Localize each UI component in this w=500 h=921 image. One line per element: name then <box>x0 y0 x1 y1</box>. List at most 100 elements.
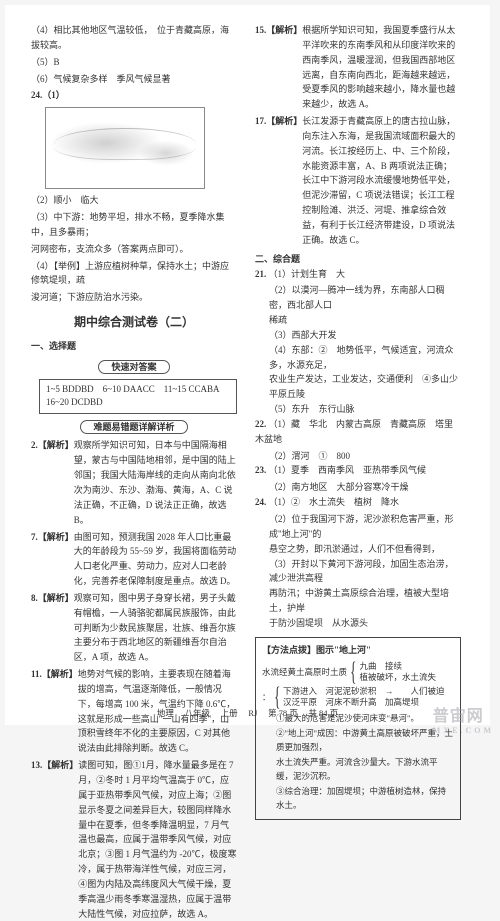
section-2-heading: 二、综合题 <box>255 252 461 267</box>
item-tag: 【解析】 <box>266 25 302 35</box>
line: （1）夏季 西南季风 亚热带季风气候 <box>269 465 427 475</box>
item-text: 读图可知，图①1月，降水量最多是在 7 月，②冬时 1 月平均气温高于 0℃，应… <box>78 758 237 921</box>
footer-version: RJ <box>248 708 257 718</box>
watermark-sub: MXE.COM <box>433 726 494 735</box>
brace-row: 水流经黄土高原时土质 { 九曲 接续 植被破坏，水土流失 <box>262 661 454 683</box>
brace-row: ： { 下游进入 河泥泥砂淤积 → 人们被迫 汉泛平原 河床不断升高 加高堤坝 <box>262 686 454 708</box>
line: （1）② 水土流失 植树 降水 <box>269 497 400 507</box>
q24: 24. （1）② 水土流失 植树 降水 <box>255 495 461 510</box>
q21: 21. （1）计划生育 大 <box>255 267 461 282</box>
brace-content: 九曲 接续 植被破坏，水土流失 <box>360 661 437 683</box>
q-number: 22. <box>255 419 266 429</box>
line: （2）渭河 ① 800 <box>255 449 461 464</box>
item-text: 观察所学知识可知，日本与中国隔海相望，蒙古与中国陆地相邻，是中国的陆上邻国；我国… <box>74 438 237 527</box>
numbered-list: ①最大的危害是泥沙使河床变"悬河"。 ②"地上河"成因：中游黄土高原被破坏严重，… <box>262 711 454 812</box>
q-number: 23. <box>255 465 266 475</box>
q23: 23. （1）夏季 西南季风 亚热带季风气候 <box>255 463 461 478</box>
item-number: 15. <box>255 25 266 35</box>
footer-page-b: 共 84 页 <box>308 708 338 718</box>
highlight-title: 【方法点拨】图示"地上河" <box>262 643 454 658</box>
line: （5）东升 东行山脉 <box>255 402 461 417</box>
line: 九曲 接续 <box>360 661 403 671</box>
line: 悬空之势，即汛淤通过，人们不但看得到， <box>255 542 461 557</box>
watermark-text: 普宙网 <box>433 708 484 725</box>
line: 植被破坏，水土流失 <box>360 672 437 682</box>
line: 农业生产发达，工业发达，交通便利 ④多山少平原丘陵 <box>255 372 461 402</box>
quick-answers-title: 快速对答案 <box>31 360 237 375</box>
line: 汉泛平原 河床不断升高 加高堤坝 <box>283 697 419 707</box>
analysis-item: 8.【解析】 观察可知，图中男子身穿长裙，男子头戴有帽檐，一人骑骆驼都属民族服饰… <box>31 591 237 665</box>
list-item: ②"地上河"成因：中游黄土高原被破坏严重，土质更加强烈， <box>276 726 454 754</box>
line: 再防汛；中游黄土高原综合治理，植被大型培土，护岸 <box>255 586 461 616</box>
item-number: 11. <box>31 669 42 679</box>
line: ③综合治理：加固堤坝；中游植树造林，保持水土。 <box>276 784 454 812</box>
brace-content: 下游进入 河泥泥砂淤积 → 人们被迫 汉泛平原 河床不断升高 加高堤坝 <box>283 686 445 708</box>
pill: 难题易错题详解详析 <box>80 420 187 434</box>
right-column: 15.【解析】 根据所学知识可知，我国夏季盛行从太平洋吹来的东南季风和从印度洋吹… <box>255 23 461 713</box>
list-item: 水土流失严重。河流含沙量大。下游水流平缓，泥沙沉积。 <box>276 755 454 783</box>
analysis-item: 13.【解析】 读图可知，图①1月，降水量最多是在 7 月，②冬时 1 月平均气… <box>31 758 237 921</box>
item-tag: 【解析】 <box>42 760 78 770</box>
item-text: 观察可知，图中男子身穿长裙，男子头戴有帽檐，一人骑骆驼都属民族服饰，由此可判断为… <box>74 591 237 665</box>
line: 河网密布，支流众多（答案两点即可）。 <box>31 242 237 257</box>
list-item: ③综合治理：加固堤坝；中游植树造林，保持水土。 <box>276 784 454 812</box>
section-1-heading: 一、选择题 <box>31 339 237 354</box>
analysis-title: 难题易错题详解详析 <box>31 420 237 435</box>
line: 于防沙固堤坝 从水源头 <box>255 616 461 631</box>
line: （2）位于我国河下游，泥沙淤积危害严重，形成"地上河"的 <box>255 512 461 542</box>
line: （3）西部大开发 <box>255 328 461 343</box>
answers-box: 1~5 BDDBD 6~10 DAACC 11~15 CCABA 16~20 D… <box>39 379 237 414</box>
midterm-title: 期中综合测试卷（二） <box>31 313 237 333</box>
item-tag: 【解析】 <box>42 669 78 679</box>
line: （2）顺小 临大 <box>31 193 237 208</box>
item-tag: 【解析】 <box>38 532 74 542</box>
line: 浚河道；下游应防治水污染。 <box>31 290 237 305</box>
line: （4）相比其他地区气温较低， 位于青藏高原，海拔较高。 <box>31 23 237 53</box>
analysis-item: 2.【解析】 观察所学知识可知，日本与中国隔海相望，蒙古与中国陆地相邻，是中国的… <box>31 438 237 527</box>
line: （4）【举例】上游应植树种草，保持水土；中游应修筑堤坝，疏 <box>31 259 237 289</box>
line: （6）气候复杂多样 季风气候显著 <box>31 72 237 87</box>
footer-book: 上册 <box>221 708 238 718</box>
line: ②"地上河"成因：中游黄土高原被破坏严重，土质更加强烈， <box>276 726 454 754</box>
line: （5）B <box>31 55 237 70</box>
brace-icon: { <box>274 687 280 707</box>
analysis-item: 15.【解析】 根据所学知识可知，我国夏季盛行从太平洋吹来的东南季风和从印度洋吹… <box>255 23 461 112</box>
line: （4）东部：② 地势低平，气候适宜，河流众多，水源充足， <box>255 343 461 373</box>
line: （2）以漠河—腾冲一线为界，东南部人口稠密，西北部人口 <box>255 283 461 313</box>
line: 水土流失严重。河流含沙量大。下游水流平缓，泥沙沉积。 <box>276 755 454 783</box>
item-number: 2. <box>31 440 38 450</box>
q-number: 24. <box>255 497 266 507</box>
brace-label: ： <box>262 690 271 704</box>
footer-page-a: 第 78 页 <box>268 708 298 718</box>
item-number: 8. <box>31 593 38 603</box>
item-text: 长江发源于青藏高原上的唐古拉山脉，向东注入东海，是我国流域面积最大的河流。长江按… <box>302 114 461 248</box>
item-text: 根据所学知识可知，我国夏季盛行从太平洋吹来的东南季风和从印度洋吹来的西南季风，温… <box>302 23 461 112</box>
line: 下游进入 河泥泥砂淤积 → 人们被迫 <box>283 686 445 696</box>
pill: 快速对答案 <box>98 360 169 374</box>
line: 稀疏 <box>255 313 461 328</box>
analysis-item: 17.【解析】 长江发源于青藏高原上的唐古拉山脉，向东注入东海，是我国流域面积最… <box>255 114 461 248</box>
left-column: （4）相比其他地区气温较低， 位于青藏高原，海拔较高。 （5）B （6）气候复杂… <box>31 23 237 713</box>
line: （2）南方地区 大部分容寒冷干燥 <box>255 480 461 495</box>
q24-number: 24.（1） <box>31 88 237 103</box>
item-number: 17. <box>255 116 266 126</box>
q-number: 21. <box>255 269 266 279</box>
item-tag: 【解析】 <box>38 440 74 450</box>
footer-grade: 八年级 <box>185 708 211 718</box>
analysis-item: 7.【解析】 由图可知，预测我国 2028 年人口比重最大的年龄段为 55~59… <box>31 530 237 589</box>
line: （1）藏 华北 内蒙古高原 青藏高原 塔里木盆地 <box>255 419 453 444</box>
item-text: 由图可知，预测我国 2028 年人口比重最大的年龄段为 55~59 岁，我国将面… <box>74 530 237 589</box>
line: （3）开封以下黄河下游河段，加固生态治涝，减少泄洪高程 <box>255 557 461 587</box>
line: （3）中下游：地势平坦，排水不畅，夏季降水集中，且多暴雨； <box>31 210 237 240</box>
brace-label: 水流经黄土高原时土质 <box>262 665 347 679</box>
q22: 22. （1）藏 华北 内蒙古高原 青藏高原 塔里木盆地 <box>255 417 461 447</box>
footer-subject: 地理 <box>157 708 174 718</box>
highlight-box: 【方法点拨】图示"地上河" 水流经黄土高原时土质 { 九曲 接续 植被破坏，水土… <box>255 637 461 820</box>
item-number: 13. <box>31 760 42 770</box>
page-footer: 地理 八年级 上册 RJ 第 78 页 共 84 页 <box>5 707 490 719</box>
item-tag: 【解析】 <box>266 116 302 126</box>
item-tag: 【解析】 <box>38 593 74 603</box>
line: （1）计划生育 大 <box>269 269 346 279</box>
brace-icon: { <box>350 662 356 682</box>
watermark: 普宙网 MXE.COM <box>433 702 494 735</box>
